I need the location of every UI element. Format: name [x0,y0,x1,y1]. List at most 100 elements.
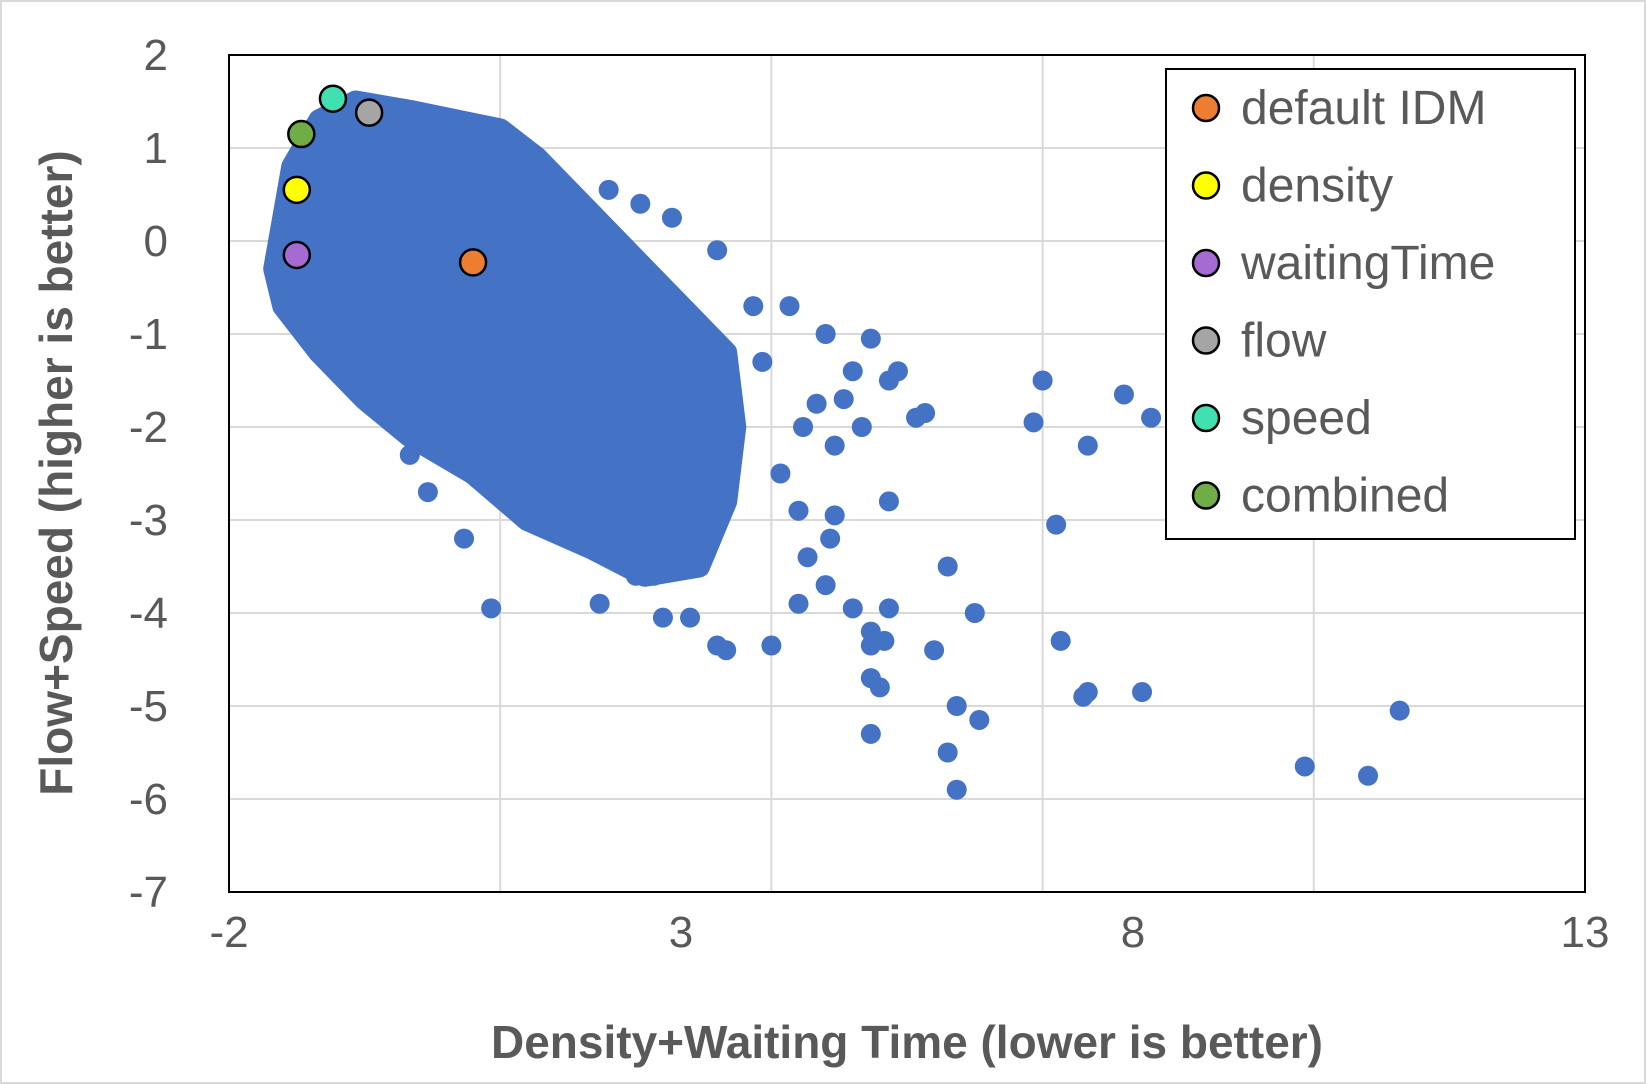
scatter-point [833,389,854,410]
y-tick-label: 0 [144,217,168,266]
scatter-point [489,157,510,178]
y-tick-label: -3 [129,496,168,545]
scatter-point [454,528,475,549]
scatter-point [770,463,791,484]
scatter-point [694,446,715,467]
scatter-point [1141,407,1162,428]
scatter-point [432,429,453,450]
scatter-point [485,457,506,478]
scatter-point [937,742,958,763]
scatter-point [815,324,836,344]
scatter-point [546,172,567,193]
scatter-point [392,143,413,164]
y-tick-labels: 2 1 0 -1 -2 -3 -4 -5 -6 -7 [129,31,168,917]
scatter-point [1023,412,1044,433]
scatter-point [564,346,585,367]
scatter-point [824,435,845,456]
scatter-point [793,417,814,437]
legend-marker [1191,93,1221,123]
scatter-point [422,356,443,377]
scatter-point [470,309,491,330]
scatter-point [585,456,606,477]
scatter-point [419,385,440,406]
scatter-point [661,402,682,423]
scatter-point [427,411,448,432]
scatter-point [1294,756,1315,777]
scatter-point [439,390,460,411]
scatter-point [387,296,408,317]
highlight-point-waitingtime [282,240,312,270]
y-tick-label: -1 [129,310,168,359]
scatter-point [588,313,609,334]
scatter-point [559,285,580,306]
scatter-point [276,199,297,220]
scatter-point [598,179,619,200]
scatter-point [475,172,496,193]
scatter-point [549,264,570,285]
scatter-point [315,241,336,262]
scatter-cloud [263,90,747,587]
scatter-point [752,351,773,372]
scatter-point [387,396,408,417]
y-tick-label: -4 [129,589,168,638]
scatter-point [519,277,540,298]
scatter-point [610,346,631,367]
scatter-point [327,349,348,370]
scatter-point [566,360,587,381]
scatter-point [493,129,514,150]
x-tick-label: -2 [209,908,248,957]
scatter-point [672,348,693,369]
scatter-point [683,399,704,420]
scatter-point [408,147,429,168]
scatter-point [375,238,396,259]
scatter-point [788,500,809,521]
scatter-point [450,289,471,310]
scatter-point [761,635,782,656]
scatter-point [643,565,664,586]
legend-label: default IDM [1241,82,1486,135]
legend: default IDM density waitingTime flow speed co… [1165,68,1576,540]
scatter-point [707,240,728,261]
scatter-point [702,348,723,369]
scatter-point [481,598,502,619]
scatter-point [1358,765,1379,786]
scatter-point [614,315,635,336]
scatter-point [322,181,343,202]
highlight-point-density [282,175,312,205]
scatter-point [575,240,596,261]
scatter-point [490,286,511,307]
scatter-point [946,779,967,800]
scatter-point [399,444,420,465]
scatter-point [479,327,500,348]
scatter-point [375,185,396,206]
legend-marker [1191,481,1221,510]
scatter-point [545,424,566,445]
scatter-outliers [399,179,1410,800]
scatter-point [691,323,712,344]
scatter-point [551,405,572,426]
scatter-point [575,403,596,424]
highlight-point-combined [287,119,316,149]
scatter-point [412,318,433,339]
scatter-point [493,473,514,494]
scatter-point [521,494,542,515]
scatter-point [443,141,464,162]
scatter-point [543,371,564,392]
scatter-point [699,527,720,548]
scatter-point [860,723,881,744]
scatter-point [860,328,881,349]
scatter-point [1132,682,1153,703]
scatter-point [428,268,449,289]
scatter-point [313,271,334,292]
scatter-point [1113,384,1134,405]
scatter-point [562,449,583,470]
scatter-point [815,575,836,596]
scatter-point [406,347,427,368]
scatter-point [472,131,493,152]
scatter-point [359,166,380,187]
scatter-point [662,298,683,319]
y-tick-label: -5 [129,682,168,731]
scatter-point [626,369,647,390]
scatter-point [779,296,800,317]
scatter-point [597,392,618,413]
